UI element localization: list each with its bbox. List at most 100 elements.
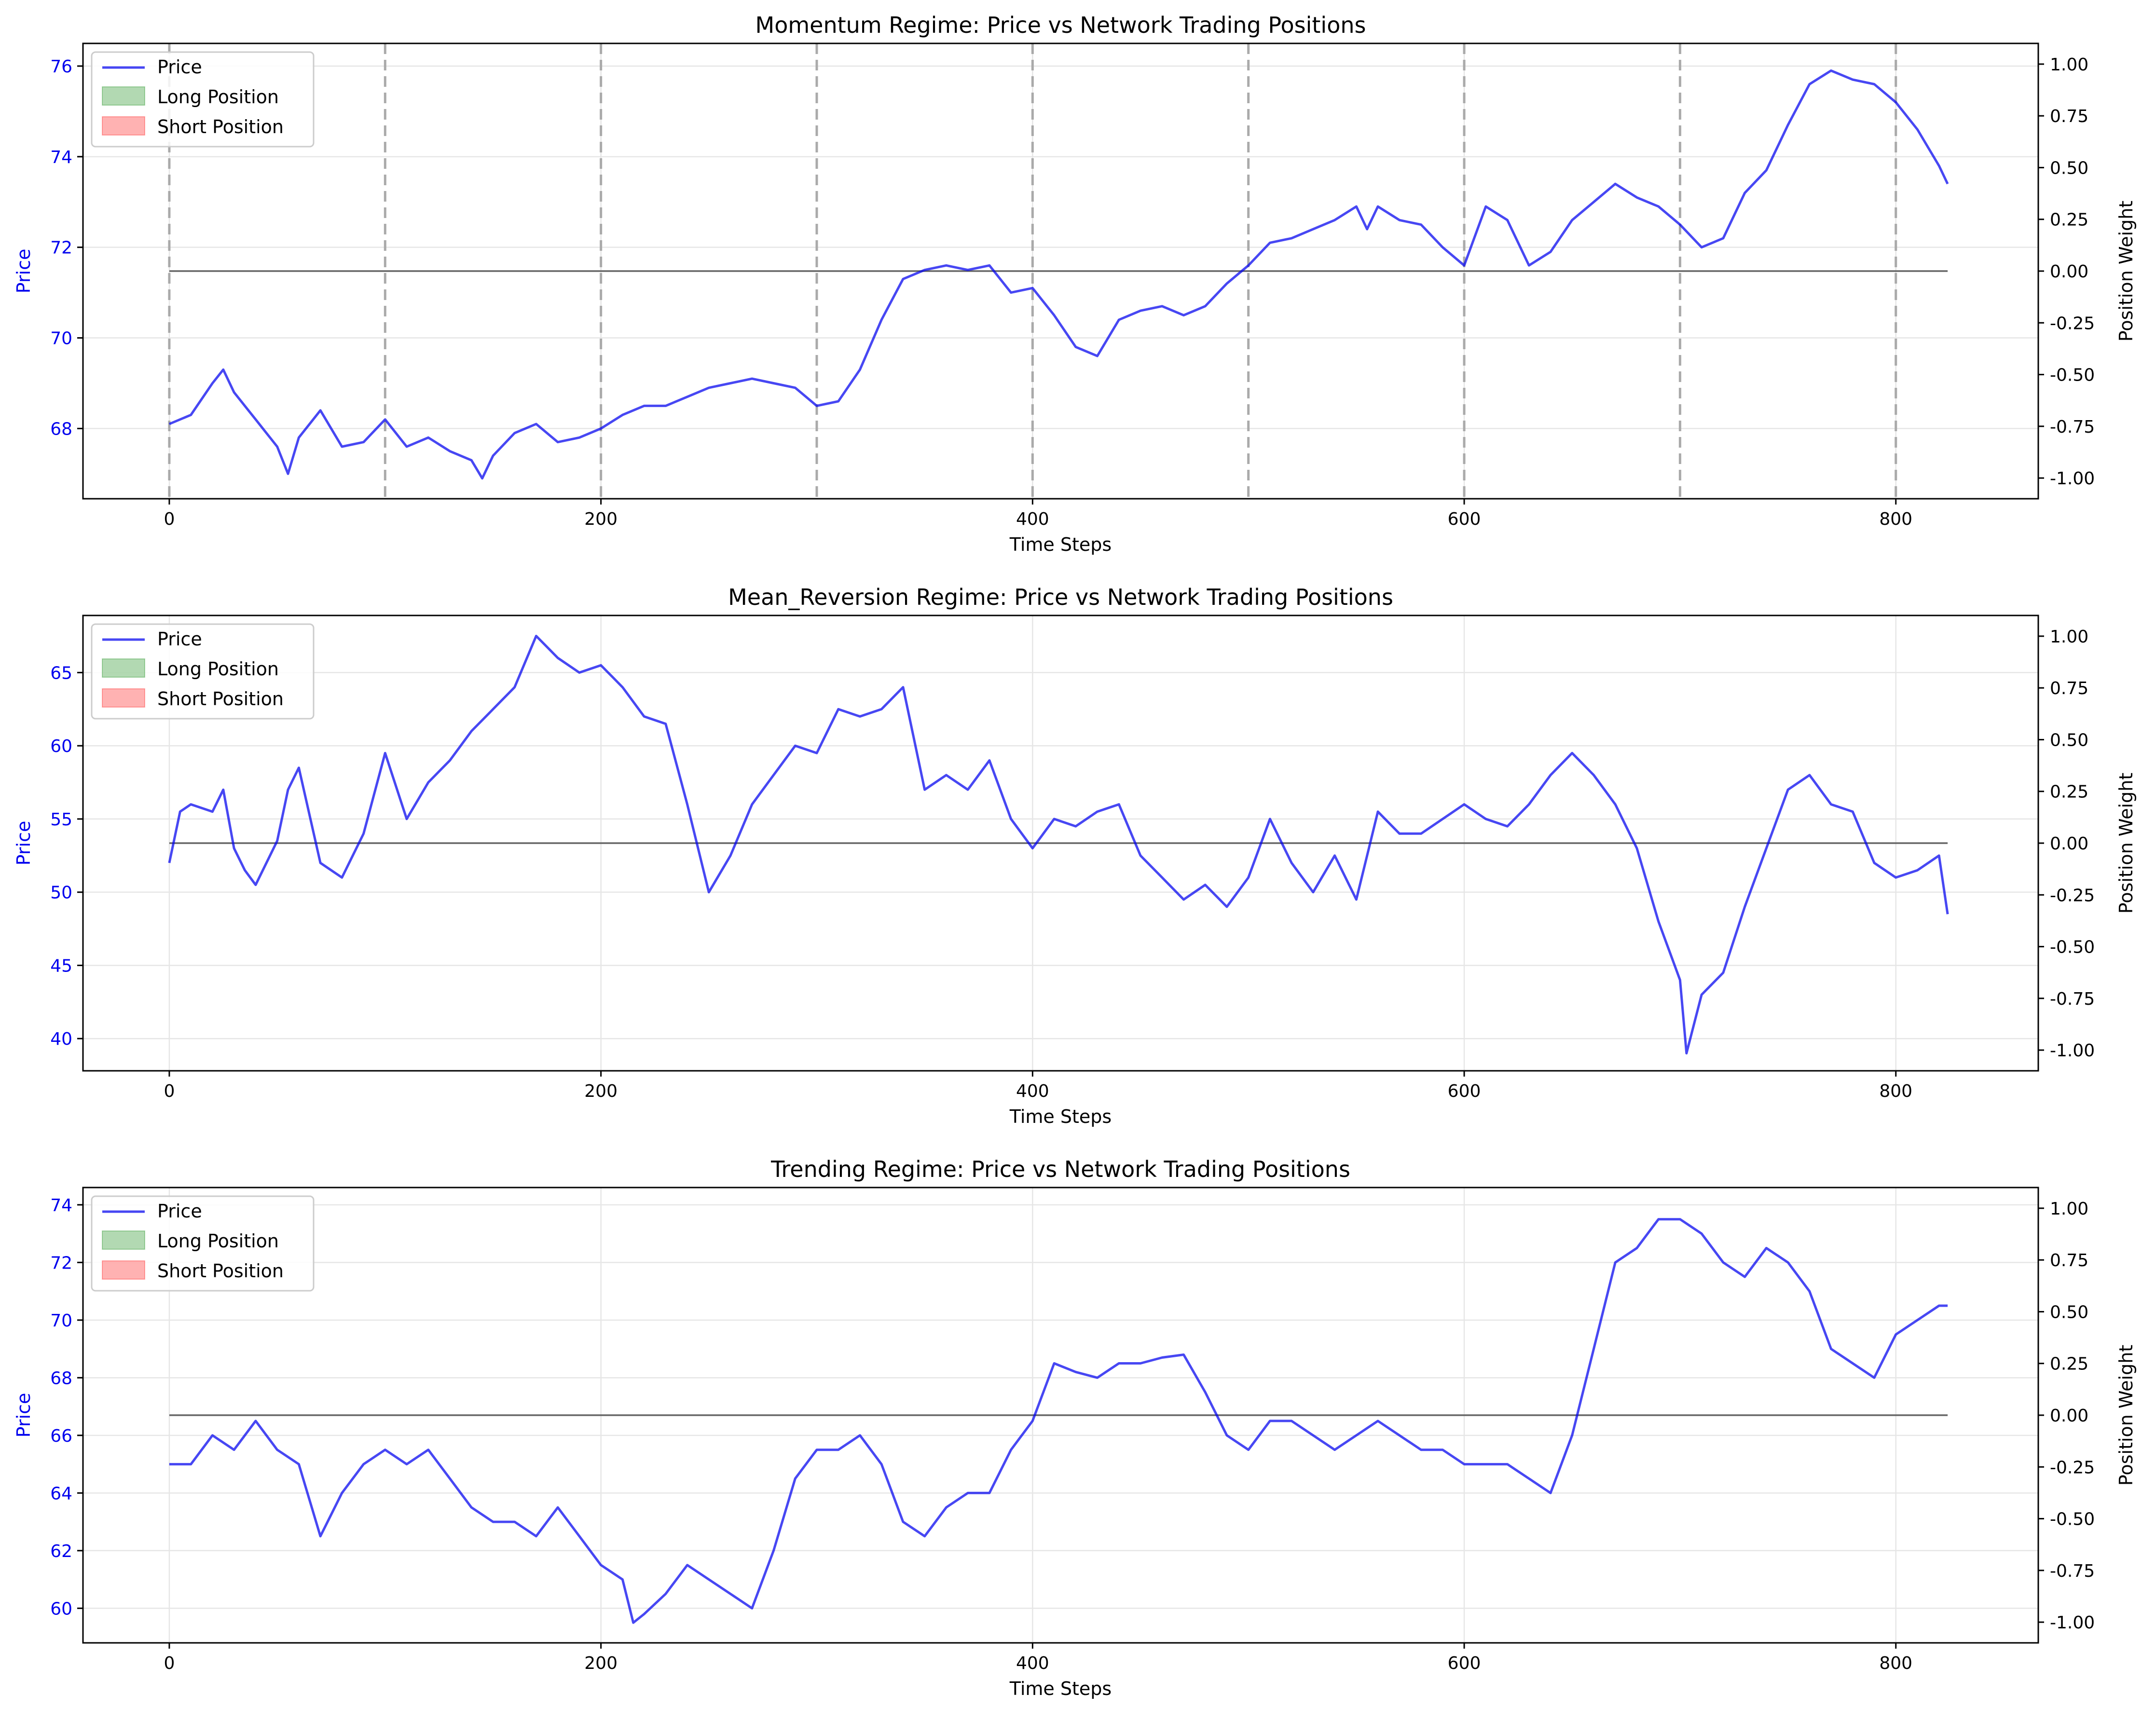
plot-area: 0 200 400 600 800 60 62 64 66 68 70 72 74 -1.00 -0.75 -… bbox=[50, 1187, 2095, 1673]
y-tick-label: 74 bbox=[50, 148, 72, 167]
x-tick-label: 800 bbox=[1879, 509, 1912, 529]
y2-tick-label: -0.50 bbox=[2050, 366, 2095, 385]
y-tick-label: 76 bbox=[50, 57, 72, 77]
legend-swatch-short bbox=[102, 116, 145, 136]
y2-tick-label: -0.25 bbox=[2050, 886, 2095, 905]
subplot-mean-reversion: 0 200 400 600 800 40 45 50 55 60 65 -1.00 -0.75 -0.50… bbox=[13, 584, 2137, 1127]
subplot-trending: 0 200 400 600 800 60 62 64 66 68 70 72 74 -1.00 -0.75 -… bbox=[13, 1156, 2137, 1699]
x-tick-label: 200 bbox=[584, 1653, 618, 1673]
x-tick-label: 200 bbox=[584, 1081, 618, 1101]
legend-label-price: Price bbox=[157, 1201, 202, 1222]
x-tick-label: 200 bbox=[584, 509, 618, 529]
legend-swatch-long bbox=[102, 1230, 145, 1250]
y2-tick-label: -0.25 bbox=[2050, 314, 2095, 333]
y2-tick-label: -0.25 bbox=[2050, 1458, 2095, 1477]
y-tick-label: 70 bbox=[50, 329, 72, 349]
y2-tick-label: -1.00 bbox=[2050, 1041, 2095, 1061]
price-series-line bbox=[168, 635, 1949, 1055]
x-tick-label: 800 bbox=[1879, 1081, 1912, 1101]
x-tick-label: 600 bbox=[1448, 1081, 1481, 1101]
y2-tick-label: 0.75 bbox=[2050, 107, 2088, 126]
y-tick-label: 74 bbox=[50, 1196, 72, 1216]
y2-tick-label: 0.50 bbox=[2050, 158, 2088, 178]
subplot-momentum: 0 200 400 600 800 68 70 72 74 76 -1.00 -0.75 -0.50 -0… bbox=[13, 12, 2137, 555]
y-tick-label: 70 bbox=[50, 1311, 72, 1331]
y-axis-label: Price bbox=[13, 249, 34, 294]
legend: Price Long Position Short Position bbox=[91, 1195, 315, 1292]
y2-tick-label: 0.75 bbox=[2050, 1251, 2088, 1270]
y2-tick-label: 0.25 bbox=[2050, 1354, 2088, 1374]
legend-label-long: Long Position bbox=[157, 658, 279, 680]
x-tick-label: 400 bbox=[1016, 1081, 1049, 1101]
y2-tick-label: -0.75 bbox=[2050, 989, 2095, 1009]
y2-tick-label: 0.50 bbox=[2050, 1302, 2088, 1322]
y-tick-label: 55 bbox=[50, 810, 72, 830]
x-axis-label: Time Steps bbox=[1009, 1678, 1112, 1699]
price-series-line bbox=[168, 69, 1949, 480]
legend: Price Long Position Short Position bbox=[91, 51, 315, 148]
legend-label-short: Short Position bbox=[157, 688, 284, 710]
y2-tick-label: 0.00 bbox=[2050, 1406, 2088, 1426]
legend-swatch-long bbox=[102, 86, 145, 106]
price-series-line bbox=[169, 1218, 1948, 1624]
y2-tick-label: -0.50 bbox=[2050, 1510, 2095, 1530]
y-tick-label: 68 bbox=[50, 419, 72, 439]
legend-swatch-short bbox=[102, 688, 145, 708]
y2-tick-label: 0.00 bbox=[2050, 834, 2088, 854]
legend-swatch-long bbox=[102, 658, 145, 678]
y-tick-label: 72 bbox=[50, 238, 72, 258]
y-axis-label: Price bbox=[13, 1393, 34, 1438]
legend-label-long: Long Position bbox=[157, 86, 279, 108]
y2-tick-label: 1.00 bbox=[2050, 1199, 2088, 1219]
y2-tick-label: -1.00 bbox=[2050, 1613, 2095, 1633]
y-tick-label: 72 bbox=[50, 1253, 72, 1273]
x-axis-label: Time Steps bbox=[1009, 1106, 1112, 1127]
legend-box bbox=[91, 1195, 315, 1292]
y-tick-label: 68 bbox=[50, 1368, 72, 1388]
x-tick-label: 0 bbox=[164, 509, 175, 529]
y-tick-label: 60 bbox=[50, 737, 72, 756]
y-tick-label: 65 bbox=[50, 663, 72, 683]
y-tick-label: 64 bbox=[50, 1484, 72, 1503]
legend-swatch-short bbox=[102, 1260, 145, 1280]
legend-label-long: Long Position bbox=[157, 1230, 279, 1252]
y2-tick-label: 1.00 bbox=[2050, 55, 2088, 75]
x-tick-label: 800 bbox=[1879, 1653, 1912, 1673]
legend-box bbox=[91, 623, 315, 720]
x-axis-label: Time Steps bbox=[1009, 534, 1112, 555]
legend-label-short: Short Position bbox=[157, 116, 284, 137]
y2-tick-label: 0.50 bbox=[2050, 730, 2088, 750]
y-tick-label: 50 bbox=[50, 883, 72, 903]
x-tick-label: 400 bbox=[1016, 509, 1049, 529]
y2-tick-label: 0.25 bbox=[2050, 782, 2088, 802]
y2-tick-label: -0.75 bbox=[2050, 417, 2095, 437]
subplot-title: Momentum Regime: Price vs Network Tradin… bbox=[755, 12, 1366, 38]
y-axis-label: Price bbox=[13, 821, 34, 866]
legend: Price Long Position Short Position bbox=[91, 623, 315, 720]
y2-tick-label: 0.00 bbox=[2050, 262, 2088, 282]
x-tick-label: 600 bbox=[1448, 509, 1481, 529]
y-tick-label: 62 bbox=[50, 1542, 72, 1561]
y2-tick-label: -1.00 bbox=[2050, 469, 2095, 489]
x-tick-label: 400 bbox=[1016, 1653, 1049, 1673]
legend-box bbox=[91, 51, 315, 148]
legend-label-short: Short Position bbox=[157, 1260, 284, 1282]
subplot-title: Mean_Reversion Regime: Price vs Network … bbox=[728, 584, 1393, 610]
y2-tick-label: 1.00 bbox=[2050, 627, 2088, 647]
x-tick-label: 0 bbox=[164, 1653, 175, 1673]
y2-tick-label: 0.25 bbox=[2050, 210, 2088, 230]
y2-axis-label: Position Weight bbox=[2115, 773, 2137, 914]
plot-area: 0 200 400 600 800 40 45 50 55 60 65 -1.00 -0.75 -0.50… bbox=[50, 615, 2095, 1101]
y-tick-label: 40 bbox=[50, 1029, 72, 1049]
x-tick-label: 600 bbox=[1448, 1653, 1481, 1673]
x-tick-label: 0 bbox=[164, 1081, 175, 1101]
legend-label-price: Price bbox=[157, 56, 202, 78]
y-tick-label: 45 bbox=[50, 956, 72, 976]
y-tick-label: 66 bbox=[50, 1426, 72, 1446]
subplot-title: Trending Regime: Price vs Network Tradin… bbox=[770, 1156, 1350, 1182]
y2-tick-label: 0.75 bbox=[2050, 679, 2088, 698]
y2-axis-label: Position Weight bbox=[2115, 1345, 2137, 1486]
y2-axis-label: Position Weight bbox=[2115, 201, 2137, 341]
legend-label-price: Price bbox=[157, 628, 202, 650]
